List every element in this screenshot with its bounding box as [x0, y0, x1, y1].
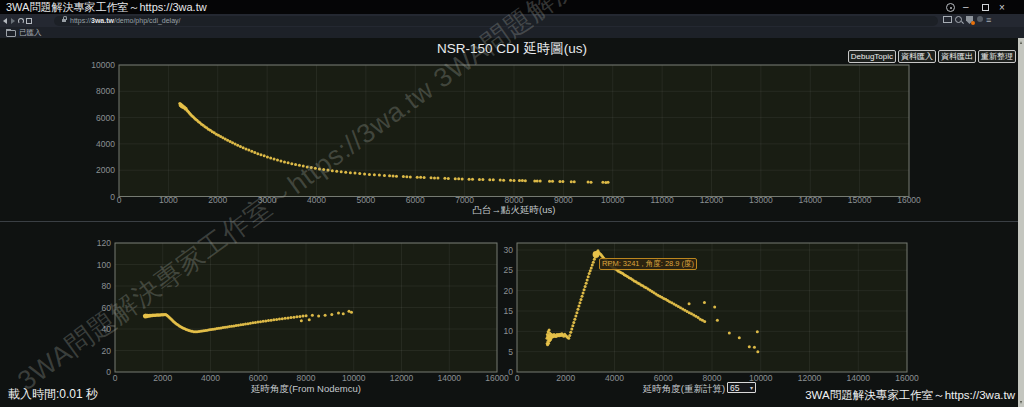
svg-text:20: 20 [504, 286, 514, 296]
data-import-button[interactable]: 資料匯入 [898, 50, 936, 63]
angle-recalc-chart[interactable]: 0200040006000800010000120001400016000051… [504, 243, 920, 394]
delay-chart[interactable]: 0100020003000400050006000700080009000100… [91, 60, 921, 215]
svg-text:10000: 10000 [91, 60, 115, 70]
minimize-button[interactable]: – [963, 3, 971, 11]
data-export-button[interactable]: 資料匯出 [938, 50, 976, 63]
svg-text:25: 25 [504, 265, 514, 275]
load-time-text: 載入時間:0.01 秒 [8, 386, 98, 403]
svg-text:16000: 16000 [485, 373, 509, 383]
svg-text:12000: 12000 [390, 373, 414, 383]
svg-text:0: 0 [113, 373, 118, 383]
chart-tooltip: RPM: 3241 , 角度: 28.9 (度) [599, 258, 697, 270]
svg-text:0: 0 [106, 367, 111, 377]
profile-icon[interactable] [946, 3, 955, 12]
reload-button[interactable] [18, 18, 24, 24]
window-titlebar: 3WA問題解決專家工作室～https://3wa.tw – × [0, 0, 1024, 14]
svg-text:80: 80 [102, 281, 112, 291]
refresh-button[interactable]: 重新整理 [978, 50, 1016, 63]
svg-text:12000: 12000 [798, 373, 822, 383]
svg-text:14000: 14000 [437, 373, 461, 383]
svg-text:8000: 8000 [297, 373, 316, 383]
svg-text:8000: 8000 [96, 86, 115, 96]
close-button[interactable]: × [999, 3, 1007, 12]
zoom-icon[interactable] [955, 16, 962, 23]
svg-text:4000: 4000 [201, 373, 220, 383]
section-divider [0, 221, 1024, 222]
footer-site-text: 3WA問題解決專家工作室～https://3wa.tw [805, 388, 1015, 403]
bookmarks-bar: 已匯入 [0, 27, 1024, 38]
browser-toolbar: https://3wa.tw/demo/php/cdi_delay/ [0, 14, 1024, 27]
url-text[interactable]: https://3wa.tw/demo/php/cdi_delay/ [70, 16, 181, 26]
angle-select[interactable]: 65 ▾ [727, 382, 756, 393]
svg-text:5: 5 [508, 347, 513, 357]
scrollbar[interactable] [1018, 38, 1024, 407]
angle-from-nodemcu-chart[interactable]: 0 2000 4000 6000 8000 10000 12000 14000 16000 0 20… [97, 238, 509, 394]
svg-text:8000: 8000 [703, 373, 722, 383]
angle-select-value: 65 [730, 383, 739, 393]
back-button[interactable] [3, 18, 7, 24]
scroll-down-icon[interactable] [1020, 401, 1022, 404]
svg-text:凸台→點火延時(us): 凸台→點火延時(us) [473, 204, 556, 215]
svg-text:40: 40 [102, 324, 112, 334]
extension-icon[interactable] [977, 16, 983, 22]
svg-text:20: 20 [102, 346, 112, 356]
svg-text:10000: 10000 [342, 373, 366, 383]
folder-icon[interactable] [6, 30, 16, 37]
svg-text:2000: 2000 [96, 165, 115, 175]
svg-text:14000: 14000 [846, 373, 870, 383]
svg-text:延時角度(重新計算): 延時角度(重新計算) [642, 383, 725, 394]
svg-text:16000: 16000 [895, 373, 919, 383]
browser-window: 0100020003000400050006000700080009000100… [0, 0, 1024, 407]
chevron-down-icon: ▾ [750, 384, 753, 391]
svg-text:0: 0 [508, 367, 513, 377]
svg-text:4000: 4000 [96, 139, 115, 149]
svg-text:15: 15 [504, 306, 514, 316]
svg-text:100: 100 [97, 260, 111, 270]
address-bar[interactable]: https://3wa.tw/demo/php/cdi_delay/ [54, 16, 938, 26]
svg-text:2000: 2000 [153, 373, 172, 383]
svg-text:2000: 2000 [556, 373, 575, 383]
svg-text:6000: 6000 [249, 373, 268, 383]
svg-text:6000: 6000 [654, 373, 673, 383]
cast-icon[interactable] [943, 16, 952, 23]
lock-icon[interactable] [62, 19, 66, 23]
scroll-up-icon[interactable] [1020, 41, 1022, 44]
svg-text:0: 0 [515, 373, 520, 383]
svg-text:60: 60 [102, 303, 112, 313]
forward-button[interactable] [11, 18, 15, 24]
svg-text:120: 120 [97, 238, 111, 248]
window-title: 3WA問題解決專家工作室～https://3wa.tw [6, 0, 207, 14]
home-icon[interactable] [26, 18, 32, 24]
svg-text:10: 10 [504, 326, 514, 336]
svg-text:6000: 6000 [96, 113, 115, 123]
menu-icon[interactable]: ≡ [986, 16, 991, 25]
svg-text:延時角度(From Nodemcu): 延時角度(From Nodemcu) [250, 383, 361, 394]
svg-text:0: 0 [110, 192, 115, 202]
svg-text:4000: 4000 [605, 373, 624, 383]
shield-badge [971, 21, 975, 25]
bookmark-folder-label[interactable]: 已匯入 [19, 27, 42, 38]
svg-text:30: 30 [504, 245, 514, 255]
maximize-button[interactable] [982, 4, 989, 11]
debug-topic-button[interactable]: DebugTopic [848, 50, 896, 63]
